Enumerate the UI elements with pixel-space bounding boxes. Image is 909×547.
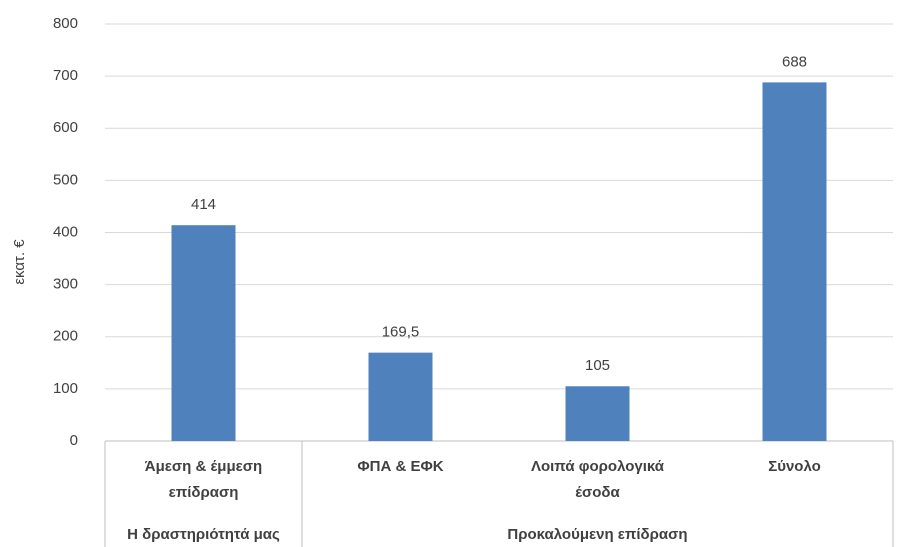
bar: [368, 352, 433, 441]
bar: [171, 225, 236, 441]
x-tick-label: Λοιπά φορολογικά έσοδα: [530, 458, 665, 501]
x-tick-label: ΦΠΑ & ΕΦΚ: [357, 458, 444, 475]
value-label: 105: [585, 357, 610, 374]
y-tick-label: 0: [70, 432, 78, 449]
group-label: Προκαλούμενη επίδραση: [507, 526, 688, 543]
y-tick-label: 400: [53, 223, 78, 240]
y-axis-label: εκατ. €: [11, 239, 28, 285]
value-label: 688: [782, 53, 807, 70]
x-tick-label: Σύνολο: [768, 458, 821, 475]
bar: [565, 386, 630, 441]
y-tick-label: 100: [53, 380, 78, 397]
x-tick-label: Άμεση & έμμεση επίδραση: [144, 458, 263, 501]
y-tick-label: 300: [53, 276, 78, 293]
value-label: 169,5: [382, 324, 420, 341]
bar: [762, 82, 827, 441]
y-tick-label: 800: [53, 15, 78, 32]
y-tick-label: 600: [53, 119, 78, 136]
group-label: Η δραστηριότητά μας: [127, 526, 280, 543]
value-label: 414: [191, 196, 216, 213]
y-tick-label: 500: [53, 171, 78, 188]
y-tick-label: 700: [53, 67, 78, 84]
y-tick-label: 200: [53, 328, 78, 345]
